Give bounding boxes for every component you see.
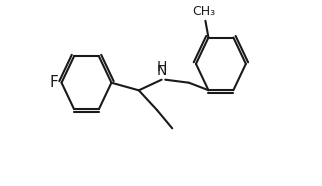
Text: CH₃: CH₃	[192, 5, 215, 18]
Text: N: N	[156, 64, 167, 78]
Text: F: F	[49, 75, 58, 90]
Text: H: H	[156, 60, 167, 74]
